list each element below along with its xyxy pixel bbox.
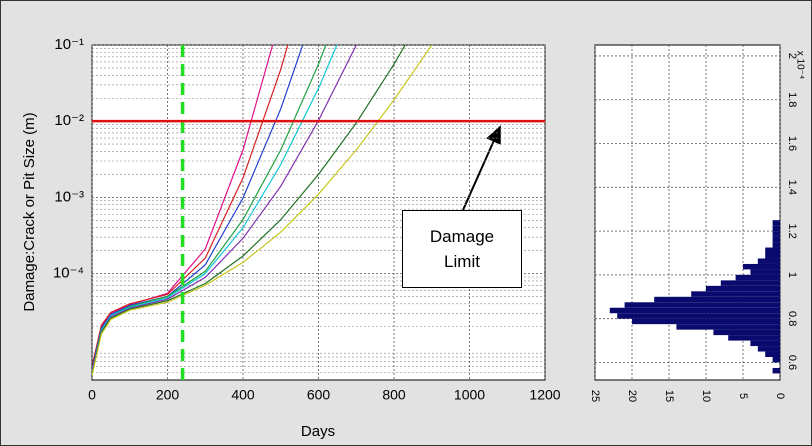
histogram-bar [757, 346, 780, 352]
histogram-bar [765, 253, 780, 259]
histogram-bar [772, 367, 780, 374]
histogram-bar [772, 242, 780, 248]
x-tick-label: 25 [589, 390, 601, 402]
y-tick-label: 10⁻¹ [54, 36, 84, 53]
x-tick-label: 10 [700, 390, 712, 402]
histogram-bar [713, 329, 780, 336]
histogram-bar [757, 258, 780, 264]
x-tick-label: 800 [382, 387, 406, 403]
y-tick-label: 1 [786, 272, 798, 278]
histogram-bar [743, 263, 780, 270]
y-tick-label: 1.8 [786, 92, 798, 107]
histogram-bar [750, 269, 780, 275]
histogram-bar [772, 236, 780, 243]
y-tick-label: 10⁻² [54, 112, 84, 129]
histogram-bar [632, 318, 780, 325]
histogram-bar [772, 220, 780, 226]
x-tick-label: 600 [307, 387, 331, 403]
histogram-bar [691, 291, 780, 297]
x-tick-label: 20 [626, 390, 638, 402]
y-tick-label: 10⁻⁴ [53, 264, 84, 281]
histogram-bar [654, 296, 780, 303]
y-tick-label: 1.4 [786, 180, 798, 195]
y-tick-label: 0.6 [786, 355, 798, 370]
histogram-bar [728, 335, 780, 341]
histogram-bar [609, 307, 780, 314]
y-tick-label: 2 [786, 53, 798, 59]
histogram-bar [720, 280, 780, 286]
y-axis-label: Damage:Crack or Pit Size (m) [21, 112, 38, 311]
damage-curve [92, 45, 289, 367]
damage-curve [92, 45, 406, 375]
annotation: Damage Limit [402, 210, 522, 288]
annotation-arrow [462, 125, 501, 211]
histogram-bar [676, 324, 780, 330]
histogram-bar [765, 351, 780, 358]
y-tick-label: 1.2 [786, 223, 798, 238]
x-tick-label: 0 [88, 387, 96, 403]
histogram-bar [735, 274, 780, 281]
histogram-bar [706, 285, 780, 292]
x-tick-label: 1200 [529, 387, 560, 403]
histogram-bar [772, 357, 780, 363]
x-tick-label: 5 [737, 393, 749, 399]
x-tick-label: 0 [774, 393, 786, 399]
histogram-bar [624, 302, 780, 308]
y-tick-label: 10⁻³ [54, 188, 84, 205]
x-tick-label: 400 [231, 387, 255, 403]
x-axis-label: Days [301, 423, 335, 440]
y-tick-label: 1.6 [786, 136, 798, 151]
histogram-bar [617, 313, 780, 319]
x-tick-label: 1000 [454, 387, 485, 403]
axis-multiplier: x 10⁻⁴ [794, 51, 805, 79]
lines [92, 45, 433, 376]
damage-curve [92, 45, 338, 373]
histogram-bar [772, 231, 780, 237]
histogram-bar [750, 340, 780, 347]
y-tick-label: 0.8 [786, 311, 798, 326]
histogram-bar [765, 247, 780, 254]
x-tick-label: 200 [156, 387, 180, 403]
damage-curve [92, 45, 433, 376]
histogram-bar [772, 225, 780, 232]
x-tick-label: 15 [663, 390, 675, 402]
